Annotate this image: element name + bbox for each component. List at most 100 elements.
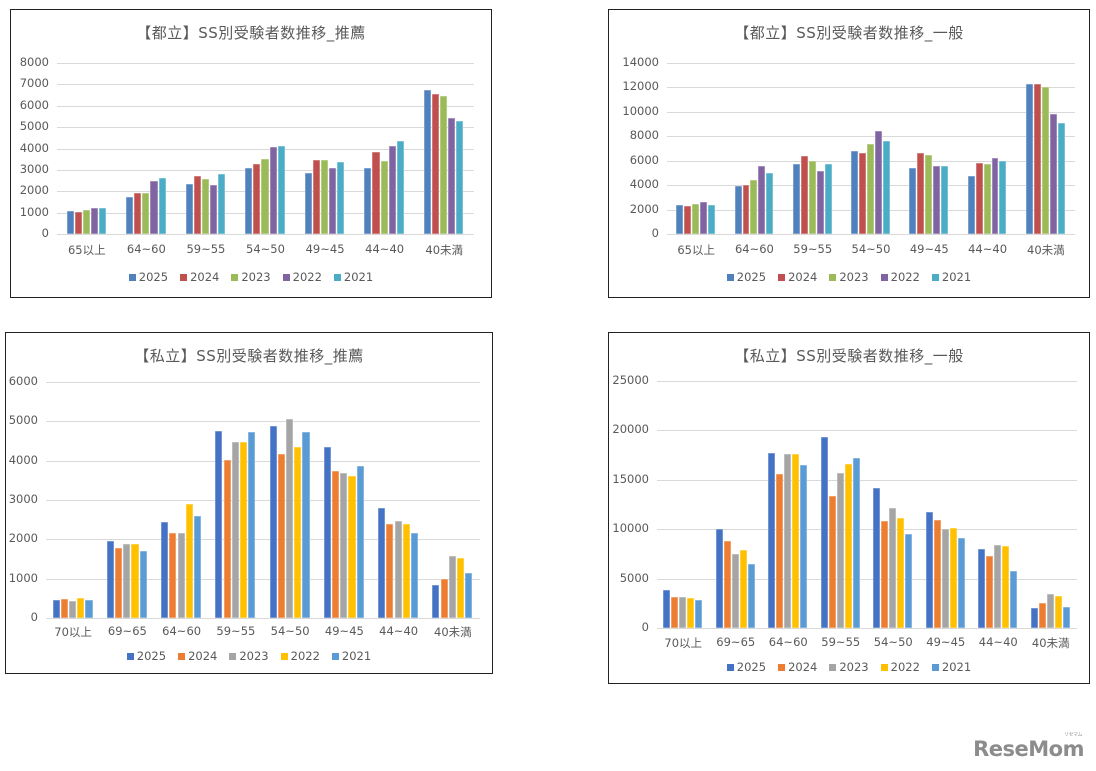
- bar-2023: [889, 508, 897, 628]
- y-axis-tick-label: 0: [41, 226, 49, 240]
- x-axis-category-label: 64~60: [768, 635, 808, 649]
- bar-2022: [700, 202, 708, 234]
- bar-2022: [348, 476, 356, 618]
- bar-2022: [269, 147, 277, 234]
- legend-swatch-icon: [726, 663, 734, 671]
- bar-2022: [239, 441, 248, 618]
- legend-label: 2022: [890, 660, 920, 674]
- chart-legend: 2025 2024 2023 2022 2021: [6, 649, 492, 663]
- bar-2024: [312, 159, 320, 234]
- bar-2024: [1038, 603, 1046, 628]
- y-axis-tick-label: 0: [30, 610, 38, 624]
- bar-2024: [742, 185, 750, 234]
- bar-2021: [999, 161, 1007, 234]
- bar-2021: [218, 173, 226, 234]
- gridline: [667, 63, 1075, 64]
- bar-2024: [723, 540, 731, 628]
- x-axis-category-label: 49~45: [305, 242, 345, 256]
- legend-swatch-icon: [280, 652, 288, 660]
- x-axis-category-label: 64~60: [126, 242, 166, 256]
- bar-2023: [321, 159, 329, 234]
- legend-item: 2025: [726, 660, 766, 674]
- bar-2022: [209, 184, 218, 234]
- legend-swatch-icon: [829, 663, 837, 671]
- x-axis-category-label: 65以上: [677, 243, 715, 257]
- chart-legend: 2025 2024 2023 2022 2021: [11, 270, 491, 284]
- y-axis-tick-label: 25000: [612, 373, 649, 387]
- legend-label: 2021: [941, 660, 972, 674]
- bar-2023: [983, 164, 991, 234]
- legend-swatch-icon: [931, 663, 939, 671]
- bar-2022: [90, 208, 98, 234]
- gridline: [657, 479, 1077, 481]
- bar-2023: [1046, 593, 1054, 628]
- bar-2025: [364, 168, 372, 234]
- bar-2023: [201, 179, 209, 234]
- bar-2023: [440, 95, 448, 234]
- bar-2024: [986, 555, 994, 628]
- bar-2025: [978, 549, 986, 628]
- bar-2025: [52, 599, 60, 618]
- bar-2024: [776, 473, 784, 628]
- x-axis-category-label: 70以上: [54, 625, 92, 639]
- legend-swatch-icon: [778, 273, 786, 281]
- bar-2024: [60, 599, 68, 618]
- chart-legend: 2025 2024 2023 2022 2021: [609, 660, 1089, 674]
- bar-2024: [332, 471, 340, 618]
- x-axis-category-label: 59~55: [793, 242, 833, 256]
- legend-label: 2022: [292, 270, 322, 284]
- gridline: [657, 529, 1077, 531]
- y-axis-tick-label: 2000: [8, 531, 38, 546]
- bar-2021: [957, 538, 965, 628]
- bar-2022: [388, 145, 396, 234]
- bar-2025: [323, 447, 331, 618]
- bar-2023: [380, 161, 388, 234]
- legend-item: 2024: [180, 270, 219, 284]
- bar-2021: [824, 163, 832, 234]
- bar-2024: [975, 162, 983, 234]
- bar-2025: [432, 584, 440, 618]
- bar-2025: [873, 488, 881, 628]
- legend-item: 2025: [128, 270, 168, 284]
- bar-2022: [294, 446, 302, 618]
- bar-2023: [177, 533, 185, 618]
- bar-2021: [1057, 123, 1065, 234]
- legend-label: 2024: [188, 649, 218, 663]
- gridline: [46, 578, 480, 580]
- bar-2023: [231, 441, 239, 618]
- bar-2023: [784, 454, 792, 628]
- x-axis-category-label: 69~65: [107, 624, 147, 638]
- y-axis-tick-label: 15000: [612, 471, 649, 486]
- bar-2024: [253, 163, 261, 234]
- bar-2025: [909, 168, 917, 234]
- x-axis-category-label: 54~50: [873, 635, 913, 649]
- bar-2021: [465, 572, 473, 618]
- chart-tokyo-public-general: 【都立】SS別受験者数推移_一般 0 2000 4000 6000 8000 10000 1…: [608, 9, 1090, 298]
- bar-2023: [750, 180, 758, 234]
- bar-2021: [193, 516, 202, 618]
- chart-private-recommendation: 【私立】SS別受験者数推移_推薦 0 1000 2000 3000 4000 5000 60…: [5, 332, 493, 674]
- bar-2025: [245, 168, 253, 234]
- bar-2024: [386, 523, 394, 618]
- bar-2025: [676, 204, 684, 234]
- y-axis-tick-label: 5000: [19, 119, 49, 134]
- legend-item: 2022: [880, 660, 920, 674]
- bar-2022: [991, 158, 999, 234]
- bar-2021: [456, 120, 464, 234]
- x-axis-category-label: 64~60: [162, 624, 202, 638]
- y-axis-tick-label: 4000: [629, 177, 659, 192]
- gridline: [46, 500, 480, 501]
- chart-title: 【都立】SS別受験者数推移_推薦: [136, 24, 366, 42]
- legend-item: 2023: [229, 649, 269, 663]
- chart-tokyo-public-recommendation: 【都立】SS別受験者数推移_推薦 0 1000 2000 3000 4000 5000 60…: [10, 9, 492, 298]
- legend-swatch-icon: [282, 273, 290, 281]
- bar-2023: [82, 209, 90, 234]
- y-axis-tick-label: 20000: [612, 422, 649, 437]
- bar-2023: [394, 521, 402, 618]
- bar-2023: [692, 204, 700, 234]
- legend-swatch-icon: [931, 273, 939, 281]
- bar-2025: [185, 184, 193, 234]
- bar-2024: [193, 175, 201, 234]
- y-axis-tick-label: 14000: [622, 55, 659, 69]
- bar-2023: [994, 544, 1002, 628]
